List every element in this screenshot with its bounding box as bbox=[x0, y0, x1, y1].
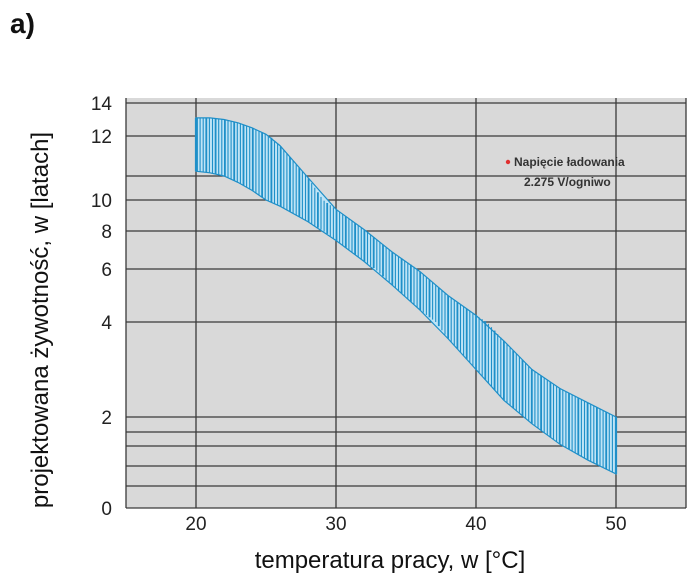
legend: Napięcie ładowania 2.275 V/ogniwo bbox=[505, 155, 625, 189]
x-tick-label: 40 bbox=[465, 514, 486, 535]
legend-line-1: Napięcie ładowania bbox=[514, 155, 625, 169]
legend-marker bbox=[505, 159, 511, 165]
y-tick-label: 4 bbox=[101, 313, 112, 334]
x-tick-label: 30 bbox=[325, 514, 346, 535]
x-tick-label: 50 bbox=[605, 514, 626, 535]
y-tick-label: 14 bbox=[91, 94, 113, 115]
y-tick-label: 2 bbox=[101, 408, 112, 429]
y-tick-label: 8 bbox=[101, 222, 112, 243]
legend-line-2: 2.275 V/ogniwo bbox=[524, 175, 611, 189]
y-tick-label: 12 bbox=[91, 127, 112, 148]
y-tick-label: 10 bbox=[91, 191, 112, 212]
y-axis-title: projektowana żywotność, w [latach] bbox=[27, 132, 54, 508]
y-tick-label: 6 bbox=[101, 260, 112, 281]
x-tick-label: 20 bbox=[185, 514, 206, 535]
tick-labels: 0 2 4 6 8 10 12 14 20 30 40 50 bbox=[91, 94, 627, 535]
y-tick-label: 0 bbox=[101, 499, 112, 520]
x-axis-title: temperatura pracy, w [°C] bbox=[255, 547, 526, 574]
lifetime-band bbox=[194, 117, 618, 475]
panel-label: a) bbox=[10, 8, 35, 39]
